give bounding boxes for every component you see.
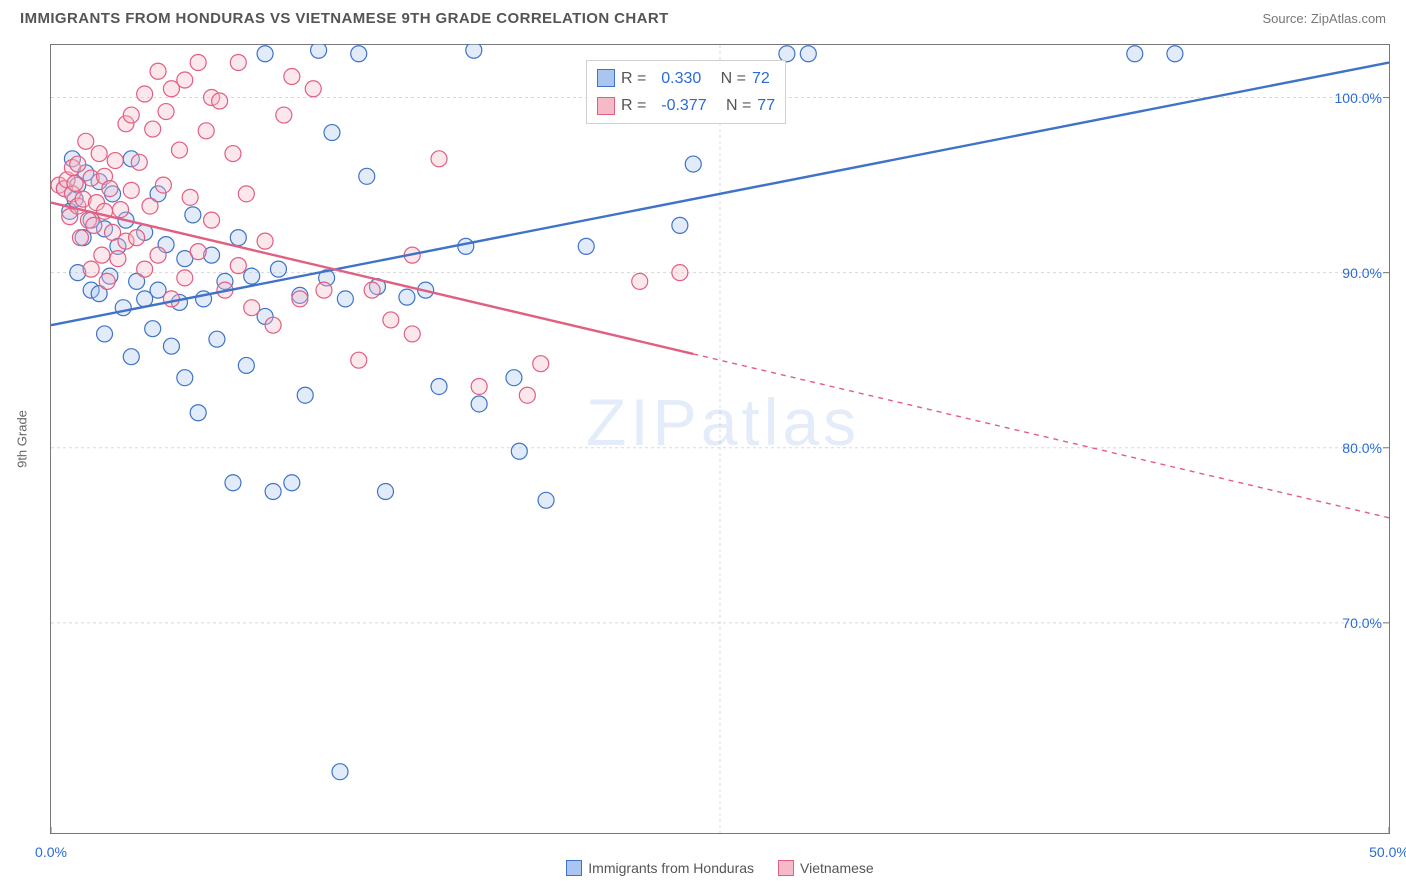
legend-swatch [566, 860, 582, 876]
legend-swatch [597, 97, 615, 115]
y-tick-label: 90.0% [1342, 265, 1382, 281]
legend-label: Vietnamese [800, 860, 874, 876]
legend-label: Immigrants from Honduras [588, 860, 754, 876]
legend-item: Immigrants from Honduras [566, 860, 754, 876]
scatter-plot [50, 44, 1390, 834]
series-legend: Immigrants from Honduras Vietnamese [50, 860, 1390, 876]
source-label: Source: ZipAtlas.com [1262, 11, 1386, 26]
legend-row: R = -0.377 N = 77 [597, 92, 775, 119]
legend-swatch [778, 860, 794, 876]
y-tick-label: 70.0% [1342, 615, 1382, 631]
legend-item: Vietnamese [778, 860, 874, 876]
legend-swatch [597, 69, 615, 87]
x-tick-label: 50.0% [1369, 844, 1406, 860]
x-tick-label: 0.0% [35, 844, 67, 860]
chart-container: 9th Grade 70.0%80.0%90.0%100.0% 0.0%50.0… [50, 44, 1390, 834]
legend-n-value: 77 [757, 92, 775, 119]
legend-r-value: -0.377 [661, 92, 706, 119]
legend-n-value: 72 [752, 65, 770, 92]
legend-row: R = 0.330 N = 72 [597, 65, 775, 92]
correlation-legend: R = 0.330 N = 72 R = -0.377 N = 77 [586, 60, 786, 124]
legend-r-value: 0.330 [661, 65, 701, 92]
page-title: IMMIGRANTS FROM HONDURAS VS VIETNAMESE 9… [20, 10, 669, 27]
y-tick-label: 100.0% [1335, 90, 1382, 106]
y-axis-label: 9th Grade [15, 410, 30, 468]
y-tick-label: 80.0% [1342, 440, 1382, 456]
